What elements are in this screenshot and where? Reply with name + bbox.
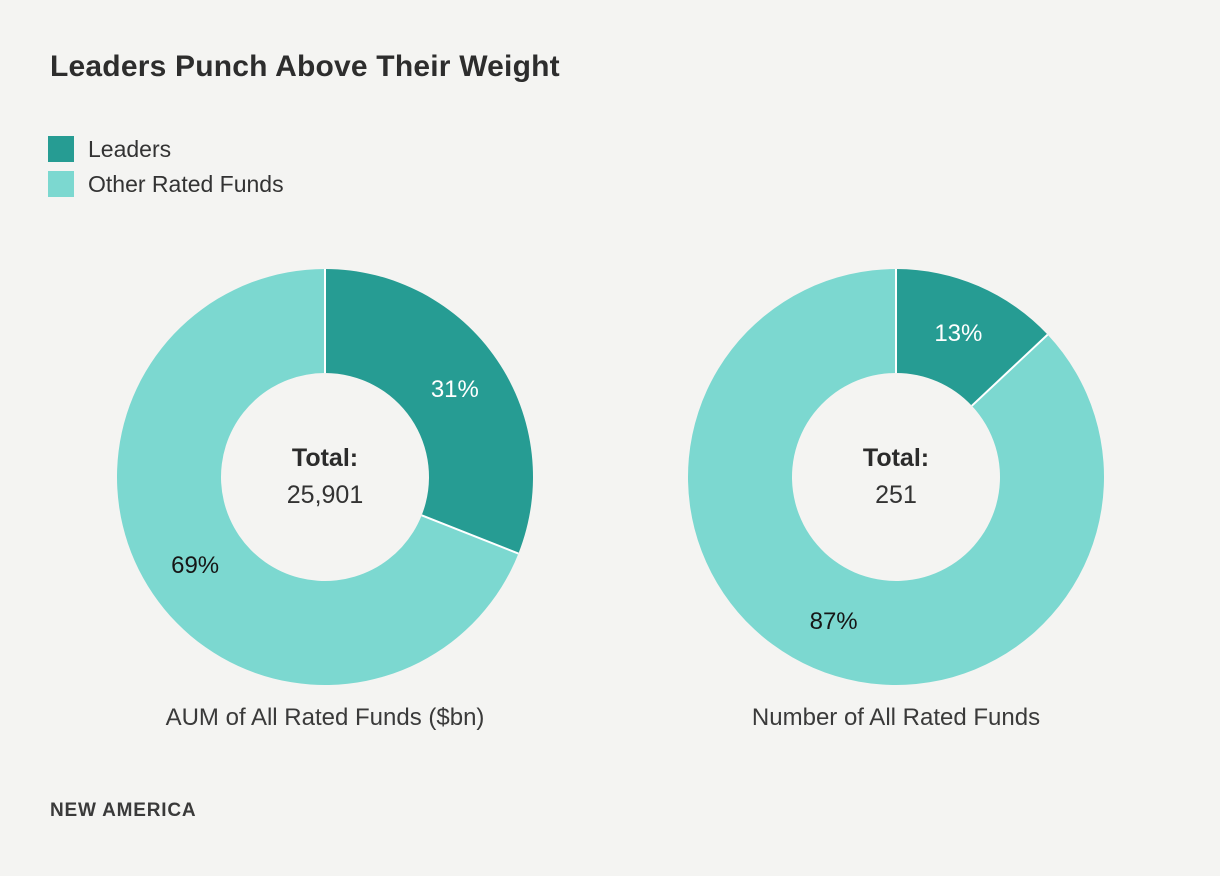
other-rated-funds-swatch	[48, 171, 74, 197]
donut-center-value: 251	[875, 481, 917, 509]
slice-label-other-rated-funds: 87%	[810, 608, 858, 635]
slice-separator	[971, 333, 1049, 407]
legend-label-leaders: Leaders	[88, 136, 172, 162]
slice-label-other-rated-funds: 69%	[171, 552, 219, 579]
leaders-swatch	[48, 136, 74, 162]
donut-center-label: Total:	[863, 444, 929, 472]
donut-slice-leaders	[325, 269, 533, 554]
count-chart-caption: Number of All Rated Funds	[751, 704, 1041, 731]
aum-donut-figure: Total: 25,901 31% 69% AUM of All Rated Fu…	[117, 269, 533, 733]
legend-label-other-rated-funds: Other Rated Funds	[88, 171, 284, 197]
page-title: Leaders Punch Above Their Weight	[50, 50, 560, 83]
legend: Leaders Other Rated Funds	[48, 136, 284, 206]
slice-separator	[421, 514, 519, 555]
charts-row: Total: 25,901 31% 69% AUM of All Rated Fu…	[117, 269, 1104, 733]
count-donut-chart: Total: 251 13% 87%	[688, 269, 1104, 685]
donut-center-value: 25,901	[287, 481, 363, 509]
legend-item-other-rated-funds: Other Rated Funds	[48, 171, 284, 197]
aum-donut-chart: Total: 25,901 31% 69%	[117, 269, 533, 685]
slice-label-leaders: 31%	[431, 376, 479, 403]
donut-slice-leaders	[896, 269, 1048, 406]
aum-chart-caption: AUM of All Rated Funds ($bn)	[165, 704, 485, 731]
donut-slice-other-rated-funds	[688, 269, 1104, 685]
source-attribution: NEW AMERICA	[50, 800, 197, 821]
legend-item-leaders: Leaders	[48, 136, 284, 162]
donut-center-label: Total:	[292, 444, 358, 472]
count-donut-figure: Total: 251 13% 87% Number of All Rated Fu…	[688, 269, 1104, 733]
donut-slice-other-rated-funds	[117, 269, 519, 685]
slice-label-leaders: 13%	[934, 320, 982, 347]
